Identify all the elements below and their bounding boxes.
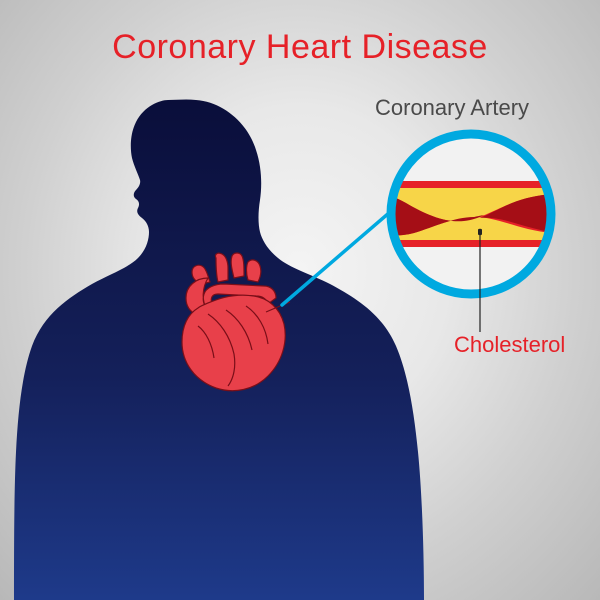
cholesterol-pointer <box>478 228 482 332</box>
coronary-artery-label: Coronary Artery <box>375 95 529 121</box>
infographic-canvas: Coronary Heart Disease <box>0 0 600 600</box>
heart-icon <box>168 252 298 392</box>
artery-magnifier <box>382 125 560 303</box>
main-title: Coronary Heart Disease <box>0 28 600 67</box>
cholesterol-label: Cholesterol <box>454 332 565 358</box>
